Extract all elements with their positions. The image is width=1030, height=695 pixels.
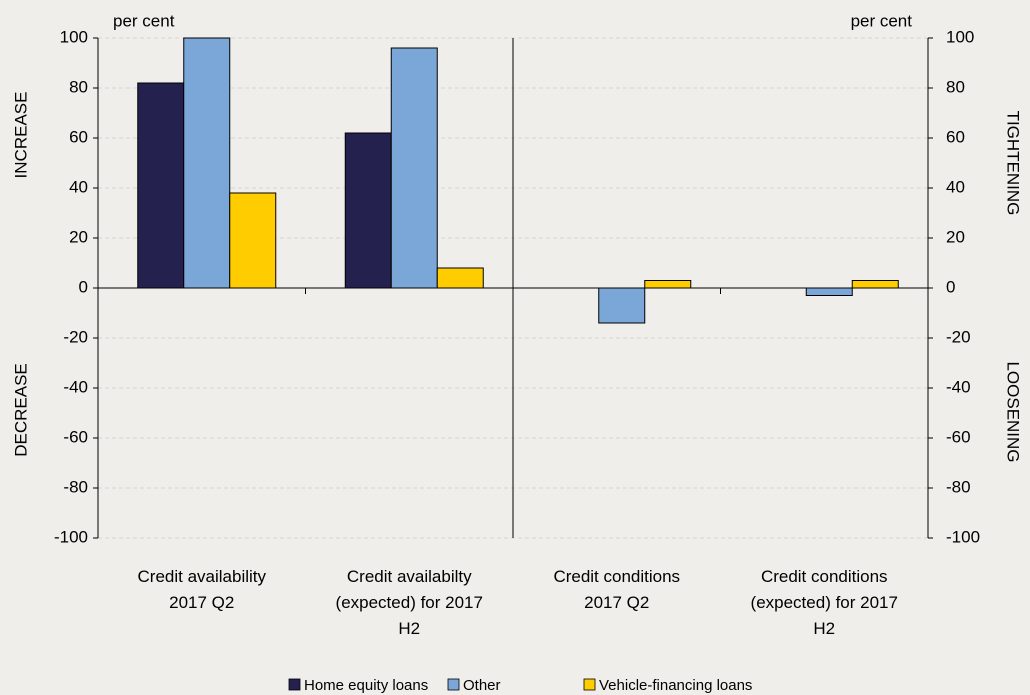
y-tick-label: 0 <box>79 277 88 296</box>
x-tick-label: Credit conditions 2017 Q2 <box>553 567 680 612</box>
y2-tick-label: -20 <box>946 327 971 346</box>
annotation: DECREASE <box>11 363 30 457</box>
y-tick-label: 60 <box>69 127 88 146</box>
y-tick-label: 40 <box>69 177 88 196</box>
annotation: LOOSENING <box>1004 361 1023 462</box>
bar <box>183 37 231 289</box>
y-tick-label: 100 <box>60 27 88 46</box>
bar <box>851 280 899 289</box>
y2-tick-label: 80 <box>946 77 965 96</box>
legend-label: Vehicle-financing loans <box>599 677 752 694</box>
y-tick-label: -80 <box>63 477 88 496</box>
bar <box>229 192 277 289</box>
x-tick-label: Credit availability 2017 Q2 <box>138 567 267 612</box>
annotation: INCREASE <box>11 92 30 179</box>
x-tick-label: Credit availabilty (expected) for 2017 H2 <box>336 567 483 638</box>
legend-swatch <box>447 678 460 691</box>
y2-tick-label: 40 <box>946 177 965 196</box>
legend-swatch <box>583 678 596 691</box>
y2-axis-label: per cent <box>851 11 913 30</box>
y2-tick-label: 100 <box>946 27 974 46</box>
y2-tick-label: 20 <box>946 227 965 246</box>
bar <box>137 82 185 289</box>
bar <box>436 267 484 289</box>
legend-swatch <box>288 678 301 691</box>
y2-tick-label: -60 <box>946 427 971 446</box>
y2-tick-label: 60 <box>946 127 965 146</box>
legend-label: Home equity loans <box>304 677 428 694</box>
annotation: TIGHTENING <box>1004 111 1023 216</box>
bar <box>598 287 646 324</box>
y-tick-label: 80 <box>69 77 88 96</box>
bar <box>805 287 853 296</box>
legend-label: Other <box>463 677 501 694</box>
bar <box>644 280 692 289</box>
y-tick-label: 20 <box>69 227 88 246</box>
y-tick-label: -60 <box>63 427 88 446</box>
y2-tick-label: -100 <box>946 527 980 546</box>
y2-tick-label: -80 <box>946 477 971 496</box>
y2-tick-label: 0 <box>946 277 955 296</box>
y2-tick-label: -40 <box>946 377 971 396</box>
bar <box>344 132 392 289</box>
x-tick-label: Credit conditions (expected) for 2017 H2 <box>751 567 898 638</box>
y-tick-label: -100 <box>54 527 88 546</box>
y-tick-label: -20 <box>63 327 88 346</box>
bar <box>390 47 438 289</box>
y-tick-label: -40 <box>63 377 88 396</box>
y-axis-label: per cent <box>113 11 175 30</box>
